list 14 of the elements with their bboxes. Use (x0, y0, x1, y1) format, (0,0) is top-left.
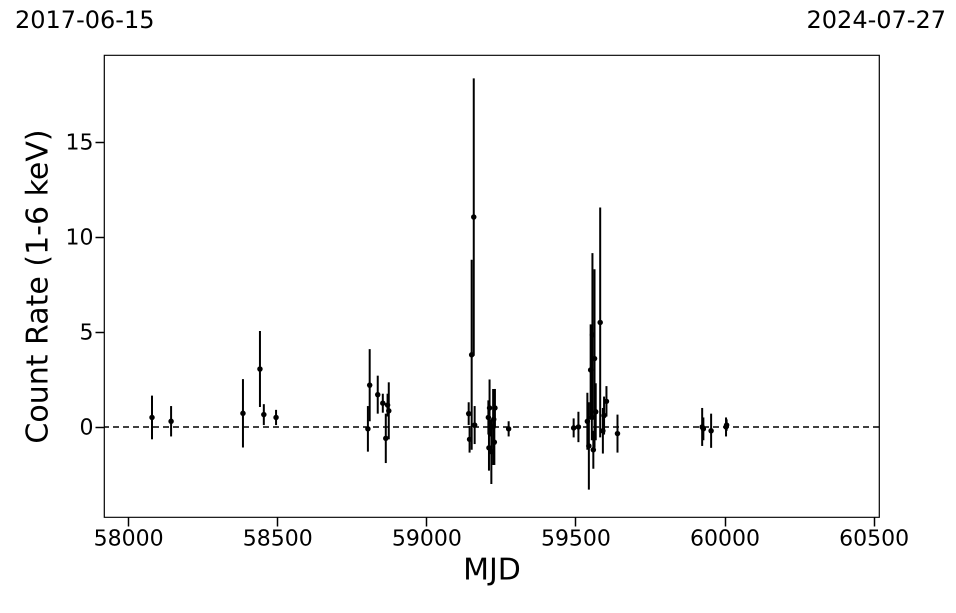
x-tick-label: 59500 (540, 526, 611, 552)
x-tick-label: 60000 (690, 526, 760, 552)
y-axis-title: Count Rate (1-6 keV) (20, 129, 56, 444)
x-tick-label: 59000 (392, 526, 462, 552)
y-tick-label: 10 (66, 225, 94, 250)
y-tick-label: 5 (80, 320, 94, 346)
x-tick-label: 58000 (94, 526, 164, 552)
x-tick-label: 60500 (839, 526, 910, 552)
text: 2017-06-15 (15, 6, 154, 34)
y-tick-label: 15 (66, 130, 94, 156)
x-axis-title: MJD (463, 552, 521, 588)
y-tick-label: 0 (80, 415, 94, 440)
x-tick-label: 58500 (242, 526, 313, 552)
text: 2024-07-27 (806, 6, 946, 34)
